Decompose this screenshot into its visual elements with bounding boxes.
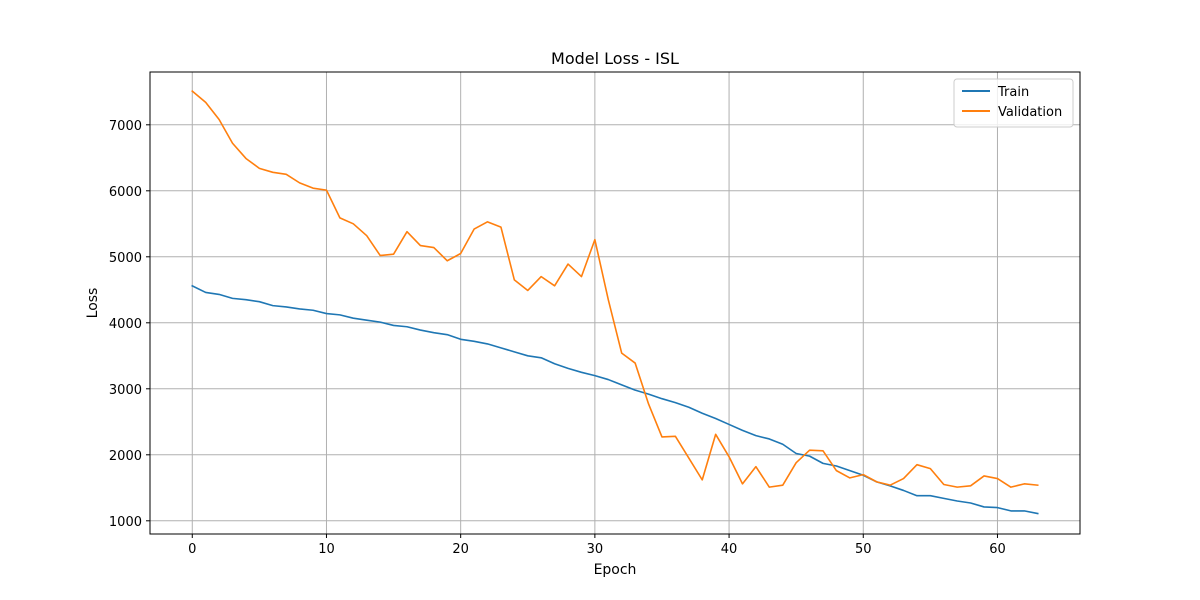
legend: Train Validation [953, 78, 1074, 128]
x-tick-label: 10 [318, 542, 335, 557]
y-tick-label: 2000 [109, 449, 142, 464]
train-loss-line [191, 284, 1039, 515]
y-tick-label: 5000 [109, 251, 142, 266]
plot-frame [149, 71, 1081, 535]
x-tick-label: 50 [855, 542, 872, 557]
x-axis-title: Epoch [594, 562, 637, 578]
x-tick-label: 30 [587, 542, 604, 557]
x-tick-label: 20 [452, 542, 469, 557]
validation-loss-line [191, 90, 1039, 488]
y-tick-label: 6000 [109, 185, 142, 200]
legend-label-train: Train [997, 85, 1029, 100]
y-tick-label: 7000 [109, 119, 142, 134]
x-tick-label: 40 [721, 542, 738, 557]
x-tick-label: 0 [188, 542, 196, 557]
grid [150, 72, 1080, 534]
y-tick-label: 3000 [109, 383, 142, 398]
y-axis-title: Loss [85, 288, 101, 319]
chart-title: Model Loss - ISL [551, 49, 679, 68]
axis-ticks: 0 10 20 30 40 50 60 1000 2000 3000 4000 5000 6000 700… [109, 119, 1006, 557]
x-tick-label: 60 [989, 542, 1006, 557]
y-tick-label: 1000 [109, 515, 142, 530]
series-lines [191, 90, 1039, 515]
legend-label-validation: Validation [998, 105, 1062, 120]
y-tick-label: 4000 [109, 317, 142, 332]
